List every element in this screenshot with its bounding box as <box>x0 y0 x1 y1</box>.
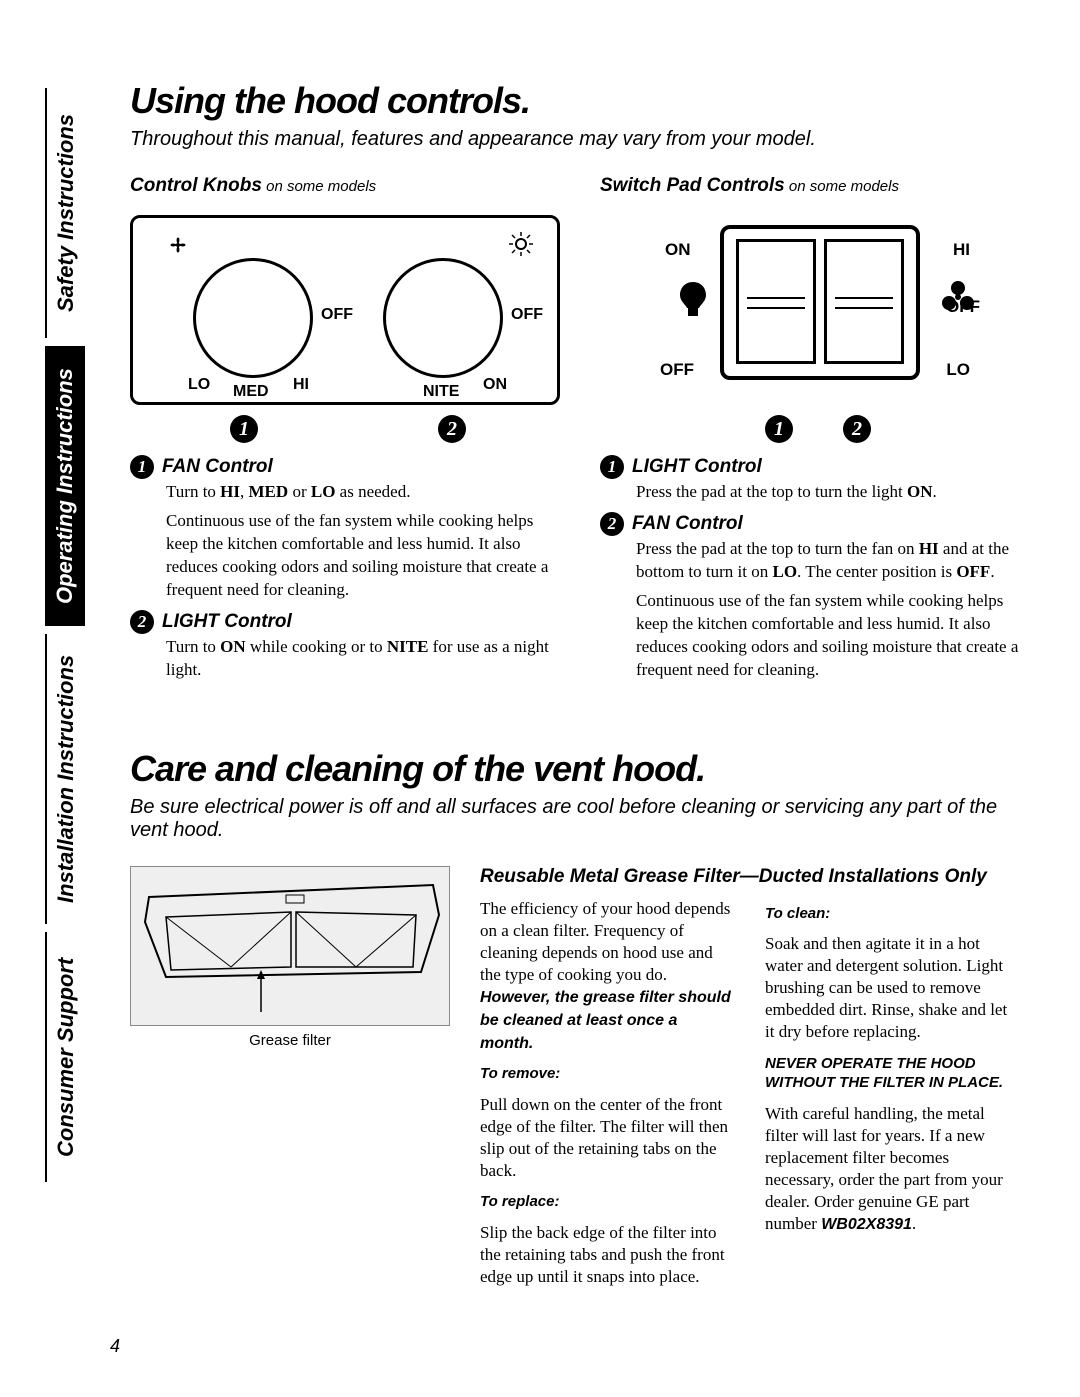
section1-subtitle: Throughout this manual, features and app… <box>130 128 1020 151</box>
switch-frame <box>720 225 920 380</box>
hood-figure <box>130 866 450 1026</box>
section2-title: Care and cleaning of the vent hood. <box>130 748 1020 790</box>
sw-lo: LO <box>946 360 970 380</box>
page-number: 4 <box>110 1336 120 1357</box>
fan-knob <box>193 258 313 378</box>
t: . <box>933 482 937 501</box>
t: With careful handling, the metal filter … <box>765 1104 1003 1233</box>
t: ON <box>907 482 933 501</box>
knobs-heading: Control Knobs on some models <box>130 175 560 197</box>
t: . <box>912 1214 916 1233</box>
t: LO <box>311 482 336 501</box>
label-med: MED <box>233 383 269 401</box>
clean-p: Soak and then agitate it in a hot water … <box>765 933 1020 1043</box>
fan-title: FAN Control <box>162 456 273 478</box>
t: MED <box>249 482 289 501</box>
tab-installation: Installation Instructions <box>45 634 85 924</box>
t: . The center position is <box>797 562 956 581</box>
r-light-title: LIGHT Control <box>632 456 762 478</box>
light-title: LIGHT Control <box>162 611 292 633</box>
tab-consumer: Consumer Support <box>45 932 85 1182</box>
t: Turn to <box>166 637 220 656</box>
light-p1: Turn to ON while cooking or to NITE for … <box>166 636 560 682</box>
sw-on: ON <box>665 240 691 260</box>
fan-icon <box>163 230 193 267</box>
callout-1: 1 <box>230 415 258 443</box>
warn: NEVER OPERATE THE HOOD WITHOUT THE FILTE… <box>765 1054 1020 1093</box>
remove-h: To remove: <box>480 1064 735 1084</box>
sw-callout-2: 2 <box>843 415 871 443</box>
r-light-p1: Press the pad at the top to turn the lig… <box>636 481 1030 504</box>
knobs-heading-text: Control Knobs <box>130 175 262 196</box>
fig-caption: Grease filter <box>130 1032 450 1049</box>
light-rocker <box>736 239 816 364</box>
t: , <box>240 482 249 501</box>
t: while cooking or to <box>246 637 387 656</box>
tab-operating: Operating Instructions <box>45 346 85 626</box>
t: The efficiency of your hood depends on a… <box>480 899 730 984</box>
replace-h: To replace: <box>480 1192 735 1212</box>
switch-heading-note: on some models <box>785 178 899 195</box>
section1-title: Using the hood controls. <box>130 80 1020 122</box>
t: HI <box>919 539 939 558</box>
r-light-num: 1 <box>600 455 624 479</box>
label-hi: HI <box>293 376 309 394</box>
replace-p: Slip the back edge of the filter into th… <box>480 1222 735 1288</box>
t: However, the grease filter should be cle… <box>480 989 731 1052</box>
switch-heading-text: Switch Pad Controls <box>600 175 785 196</box>
t: . <box>990 562 994 581</box>
t: OFF <box>956 562 990 581</box>
switch-diagram: ON OFF HI OFF LO <box>600 215 1030 405</box>
t: Press the pad at the top to turn the fan… <box>636 539 919 558</box>
switch-heading: Switch Pad Controls on some models <box>600 175 1030 197</box>
t: ON <box>220 637 246 656</box>
t: Turn to <box>166 482 220 501</box>
fan-p2: Continuous use of the fan system while c… <box>166 510 560 602</box>
sw-off-r: OFF <box>946 297 980 317</box>
t: WB02X8391 <box>821 1216 912 1233</box>
clean-h: To clean: <box>765 904 1020 924</box>
callout-2: 2 <box>438 415 466 443</box>
side-nav: Safety Instructions Operating Instructio… <box>45 80 85 1200</box>
light-knob <box>383 258 503 378</box>
bulb-icon <box>507 230 535 265</box>
fan-p1: Turn to HI, MED or LO as needed. <box>166 481 560 504</box>
replacement-p: With careful handling, the metal filter … <box>765 1103 1020 1236</box>
t: NITE <box>387 637 429 656</box>
section2-subtitle: Be sure electrical power is off and all … <box>130 796 1020 842</box>
t: LO <box>772 562 797 581</box>
remove-p: Pull down on the center of the front edg… <box>480 1094 735 1182</box>
r-fan-title: FAN Control <box>632 513 743 535</box>
knob-diagram: OFF LO MED HI OFF ON NITE <box>130 215 560 405</box>
bulb-solid-icon <box>675 280 711 330</box>
label-off2: OFF <box>511 306 543 324</box>
t: or <box>288 482 311 501</box>
label-on: ON <box>483 376 507 394</box>
t: as needed. <box>335 482 410 501</box>
r-fan-num: 2 <box>600 512 624 536</box>
filter-head: Reusable Metal Grease Filter—Ducted Inst… <box>480 866 1020 888</box>
care-p1: The efficiency of your hood depends on a… <box>480 898 735 1055</box>
sw-callout-1: 1 <box>765 415 793 443</box>
label-off1: OFF <box>321 306 353 324</box>
tab-safety: Safety Instructions <box>45 88 85 338</box>
t: Press the pad at the top to turn the lig… <box>636 482 907 501</box>
fan-num: 1 <box>130 455 154 479</box>
label-lo: LO <box>188 376 210 394</box>
sw-hi: HI <box>953 240 970 260</box>
r-fan-p2: Continuous use of the fan system while c… <box>636 590 1030 682</box>
label-nite: NITE <box>423 383 459 401</box>
t: HI <box>220 482 240 501</box>
sw-off-l: OFF <box>660 360 694 380</box>
light-num: 2 <box>130 610 154 634</box>
fan-rocker <box>824 239 904 364</box>
knobs-heading-note: on some models <box>262 178 376 195</box>
r-fan-p1: Press the pad at the top to turn the fan… <box>636 538 1030 584</box>
